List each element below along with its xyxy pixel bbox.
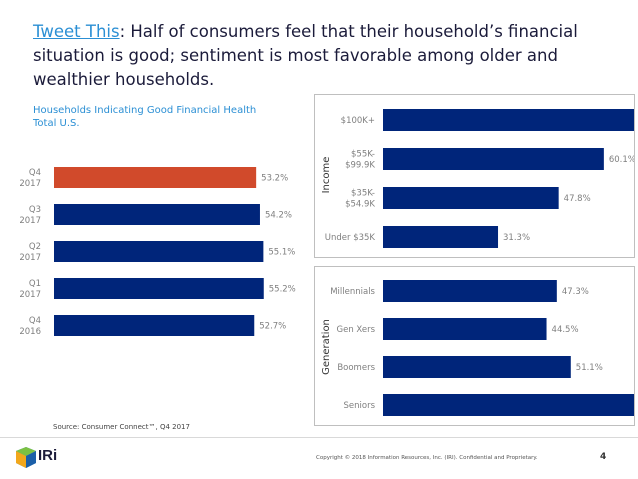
generation-panel: Generation 47.3% Millennials 44.5% Gen Xers 5… (314, 266, 635, 426)
bar (54, 315, 255, 336)
quarterly-chart: 53.2%Q4201754.2%Q3201755.1%Q2201755.2%Q1… (20, 167, 296, 337)
category-label: Millennials (330, 287, 375, 297)
group-label: Income (321, 157, 332, 194)
headline-text: : Half of consumers feel that their hous… (33, 22, 578, 89)
bar (54, 204, 260, 225)
copyright-text: Copyright © 2018 Information Resources, … (316, 455, 538, 461)
category-label: 2017 (20, 253, 41, 263)
category-label: 2017 (20, 216, 41, 226)
bar (54, 167, 257, 188)
bar (383, 226, 499, 248)
category-label: Q4 (29, 168, 41, 178)
category-label: $99.9K (345, 161, 375, 171)
bar (383, 356, 571, 378)
value-label: 53.2% (261, 174, 288, 184)
value-label: 47.8% (564, 194, 591, 204)
category-label: $35K- (351, 189, 375, 199)
page-number: 4 (600, 452, 607, 462)
generation-chart: Generation 47.3% Millennials 44.5% Gen Xers 5… (321, 280, 635, 416)
left-chart-title: Households Indicating Good Financial Hea… (33, 104, 256, 130)
group-label: Generation (321, 319, 332, 375)
value-label: 60.1% (609, 155, 634, 165)
category-label: Under $35K (325, 233, 376, 243)
value-label: 47.3% (562, 287, 589, 297)
iri-logo-icon (16, 447, 36, 468)
category-label: Q4 (29, 316, 41, 326)
bar (383, 318, 547, 340)
value-label: 54.2% (265, 211, 292, 221)
value-label: 51.1% (576, 363, 603, 373)
value-label: 31.3% (503, 233, 530, 243)
bar (383, 280, 557, 302)
category-label: Q2 (29, 242, 41, 252)
bar (383, 148, 604, 170)
value-label: 55.1% (268, 248, 295, 258)
income-chart: Income74.3%$100K+60.1%$55K-$99.9K47.8%$3… (321, 109, 638, 248)
category-label: Seniors (344, 401, 376, 411)
category-label: Q3 (29, 205, 41, 215)
logo-text: IRi (38, 447, 58, 464)
category-label: $100K+ (341, 116, 375, 126)
bar (383, 394, 635, 416)
category-label: 2017 (20, 179, 41, 189)
category-label: Boomers (337, 363, 375, 373)
category-label: Q1 (29, 279, 41, 289)
value-label: 55.2% (269, 285, 296, 295)
value-label: 52.7% (259, 322, 286, 332)
category-label: $54.9K (345, 200, 375, 210)
left-chart-title-line2: Total U.S. (33, 118, 80, 129)
category-label: 2016 (20, 327, 41, 337)
source-note: Source: Consumer Connect™, Q4 2017 (53, 423, 190, 431)
category-label: $55K- (351, 150, 375, 160)
footer-divider (0, 437, 638, 438)
tweet-this-link[interactable]: Tweet This (33, 22, 120, 41)
category-label: Gen Xers (337, 325, 376, 335)
income-panel: Income74.3%$100K+60.1%$55K-$99.9K47.8%$3… (314, 94, 638, 258)
headline: Tweet This: Half of consumers feel that … (33, 20, 623, 92)
bar (54, 278, 264, 299)
bar (383, 109, 638, 131)
left-chart-title-line1: Households Indicating Good Financial Hea… (33, 105, 257, 116)
bar (383, 187, 559, 209)
value-label: 44.5% (552, 325, 579, 335)
bar (54, 241, 264, 262)
category-label: 2017 (20, 290, 41, 300)
